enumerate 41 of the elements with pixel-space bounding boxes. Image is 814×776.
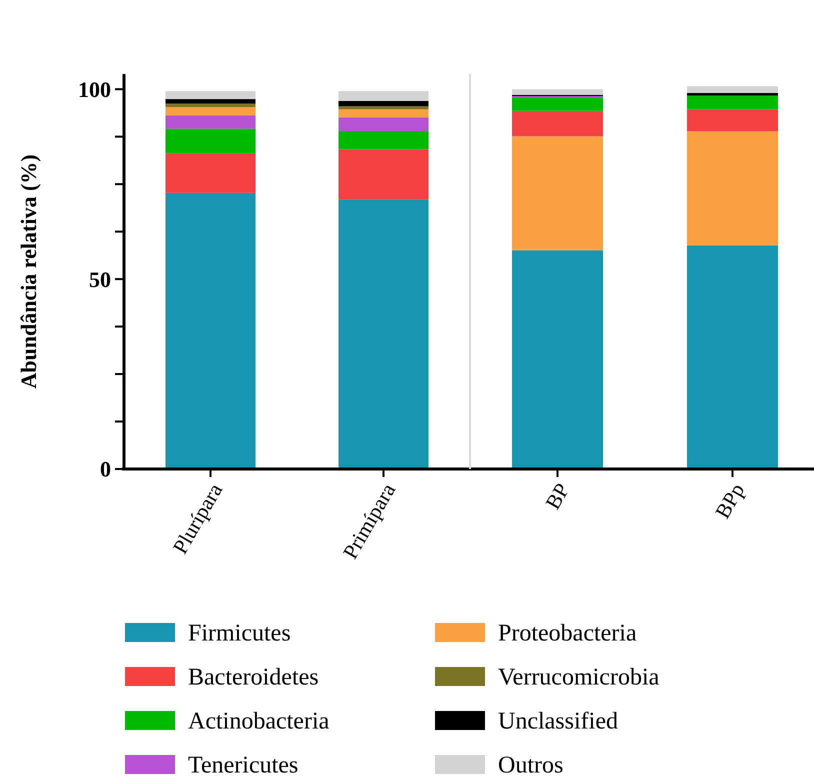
- bar: [166, 107, 256, 116]
- legend-label: Verrucomicrobia: [498, 664, 660, 690]
- bar: [338, 130, 428, 150]
- legend-label: Unclassified: [498, 708, 618, 734]
- y-axis-title: Abundância relativa (%): [16, 154, 41, 389]
- y-tick-label: 100: [78, 76, 111, 102]
- bar: [338, 109, 428, 118]
- bar: [687, 96, 778, 110]
- x-tick-label: BPp: [710, 479, 750, 523]
- legend-label: Bacteroidetes: [188, 664, 319, 690]
- legend-label: Firmicutes: [188, 620, 291, 646]
- bar: [166, 91, 256, 100]
- bar: [166, 115, 256, 129]
- bar: [338, 106, 428, 110]
- bar: [338, 100, 428, 106]
- bar: [166, 192, 256, 469]
- bar: [687, 131, 778, 246]
- bar: [512, 98, 603, 111]
- legend-label: Proteobacteria: [498, 620, 637, 646]
- legend-label: Tenericutes: [188, 752, 298, 776]
- bar: [338, 149, 428, 200]
- bar: [687, 245, 778, 469]
- x-tick-label: BP: [540, 479, 574, 514]
- bar: [687, 92, 778, 96]
- y-tick-label: 0: [100, 456, 111, 482]
- bar: [338, 199, 428, 469]
- bar: [338, 117, 428, 131]
- bar: [166, 99, 256, 104]
- bar: [166, 128, 256, 154]
- bar: [166, 104, 256, 108]
- bar: [166, 153, 256, 193]
- bar: [687, 86, 778, 93]
- bar: [512, 89, 603, 95]
- bar: [338, 91, 428, 101]
- legend-label: Actinobacteria: [188, 708, 330, 734]
- bar: [687, 109, 778, 132]
- legend-label: Outros: [498, 752, 564, 776]
- bar: [512, 136, 603, 250]
- y-tick-label: 50: [89, 266, 111, 292]
- bar: [512, 110, 603, 136]
- bar: [512, 250, 603, 469]
